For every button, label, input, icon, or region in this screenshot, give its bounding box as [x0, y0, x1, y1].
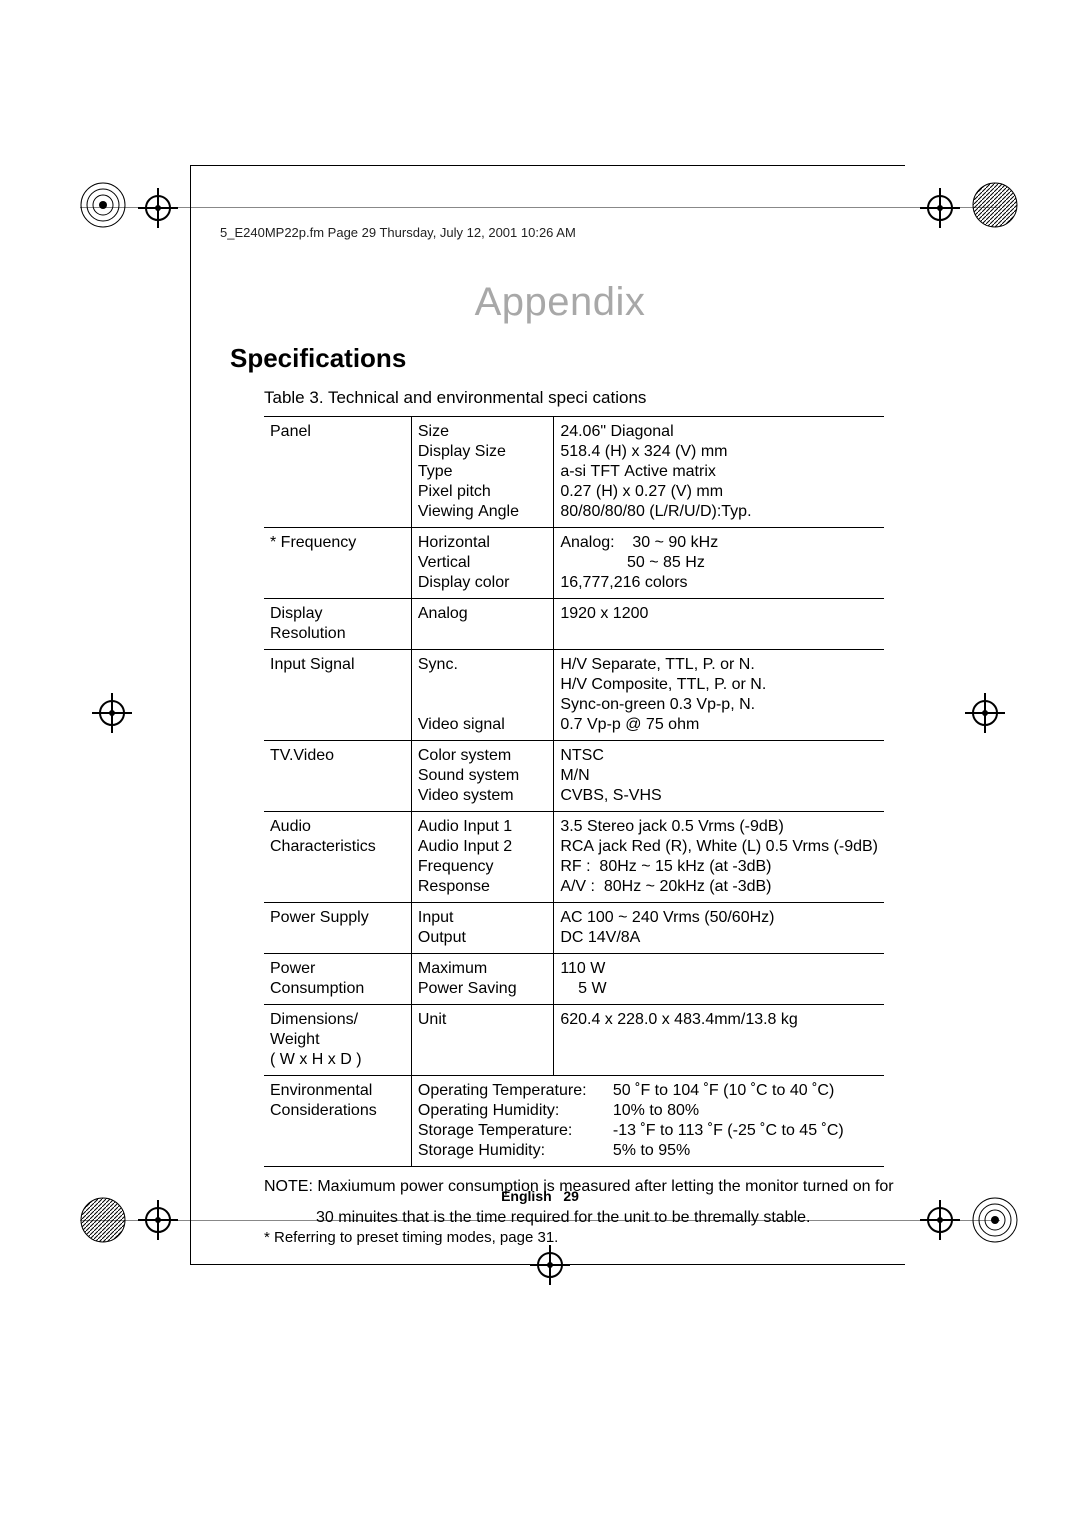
spec-category: Panel [264, 417, 411, 528]
page-footer: English 29 [0, 1188, 1080, 1204]
table-row: AudioCharacteristicsAudio Input 1Audio I… [264, 812, 884, 903]
spec-parameter: MaximumPower Saving [411, 954, 553, 1005]
footer-language: English [501, 1188, 552, 1204]
reg-mark-icon [138, 1200, 178, 1240]
table-row: * FrequencyHorizontalVerticalDisplay col… [264, 528, 884, 599]
spec-value: 3.5 Stereo jack 0.5 Vrms (-9dB)RCA jack … [554, 812, 884, 903]
spec-parameter: Sync.Video signal [411, 650, 553, 741]
corner-radial-icon [970, 180, 1020, 230]
table-row: EnvironmentalConsiderationsOperating Tem… [264, 1076, 884, 1167]
table-caption: Table 3. Technical and environmental spe… [230, 388, 890, 408]
spec-category: Dimensions/Weight( W x H x D ) [264, 1005, 411, 1076]
spec-category: Power Supply [264, 903, 411, 954]
reg-mark-icon [530, 1245, 570, 1285]
spec-value: H/V Separate, TTL, P. or N.H/V Composite… [554, 650, 884, 741]
table-row: TV.VideoColor systemSound systemVideo sy… [264, 741, 884, 812]
reg-mark-icon [138, 188, 178, 228]
spec-value: 1920 x 1200 [554, 599, 884, 650]
table-row: PanelSizeDisplay SizeTypePixel pitchView… [264, 417, 884, 528]
spec-parameter: Analog [411, 599, 553, 650]
spec-category: PowerConsumption [264, 954, 411, 1005]
reg-mark-icon [92, 693, 132, 733]
reg-mark-icon [965, 693, 1005, 733]
spec-parameter: InputOutput [411, 903, 553, 954]
spec-value: 24.06" Diagonal518.4 (H) x 324 (V) mma-s… [554, 417, 884, 528]
spec-parameter: HorizontalVerticalDisplay color [411, 528, 553, 599]
table-row: DisplayResolutionAnalog1920 x 1200 [264, 599, 884, 650]
spec-value: Analog: 30 ~ 90 kHz 50 ~ 85 Hz16,777,216… [554, 528, 884, 599]
corner-radial-icon [78, 180, 128, 230]
note-line2: 30 minuites that is the time required fo… [264, 1208, 894, 1229]
footer-page-number: 29 [563, 1188, 579, 1204]
spec-value: 110 W 5 W [554, 954, 884, 1005]
spec-env-value: Operating Temperature:50 ˚F to 104 ˚F (1… [411, 1076, 884, 1167]
reg-mark-icon [920, 188, 960, 228]
spec-parameter: Color systemSound systemVideo system [411, 741, 553, 812]
page-title: Appendix [230, 280, 890, 325]
spec-value: NTSCM/NCVBS, S-VHS [554, 741, 884, 812]
spec-category: DisplayResolution [264, 599, 411, 650]
table-row: Power SupplyInputOutputAC 100 ~ 240 Vrms… [264, 903, 884, 954]
table-row: PowerConsumptionMaximumPower Saving110 W… [264, 954, 884, 1005]
spec-category: EnvironmentalConsiderations [264, 1076, 411, 1167]
table-row: Dimensions/Weight( W x H x D )Unit620.4 … [264, 1005, 884, 1076]
header-filename: 5_E240MP22p.fm Page 29 Thursday, July 12… [220, 225, 576, 240]
spec-value: AC 100 ~ 240 Vrms (50/60Hz)DC 14V/8A [554, 903, 884, 954]
reg-mark-icon [920, 1200, 960, 1240]
spec-category: TV.Video [264, 741, 411, 812]
spec-category: AudioCharacteristics [264, 812, 411, 903]
spec-value: 620.4 x 228.0 x 483.4mm/13.8 kg [554, 1005, 884, 1076]
spec-parameter: SizeDisplay SizeTypePixel pitchViewing A… [411, 417, 553, 528]
content-area: Appendix Speciﬁcations Table 3. Technica… [230, 280, 890, 1246]
spec-parameter: Audio Input 1Audio Input 2FrequencyRespo… [411, 812, 553, 903]
spec-parameter: Unit [411, 1005, 553, 1076]
spec-category: Input Signal [264, 650, 411, 741]
spec-category: * Frequency [264, 528, 411, 599]
section-heading: Speciﬁcations [230, 343, 890, 374]
footnote: * Referring to preset timing modes, page… [264, 1229, 890, 1246]
spec-table: PanelSizeDisplay SizeTypePixel pitchView… [264, 416, 884, 1167]
table-row: Input SignalSync.Video signalH/V Separat… [264, 650, 884, 741]
